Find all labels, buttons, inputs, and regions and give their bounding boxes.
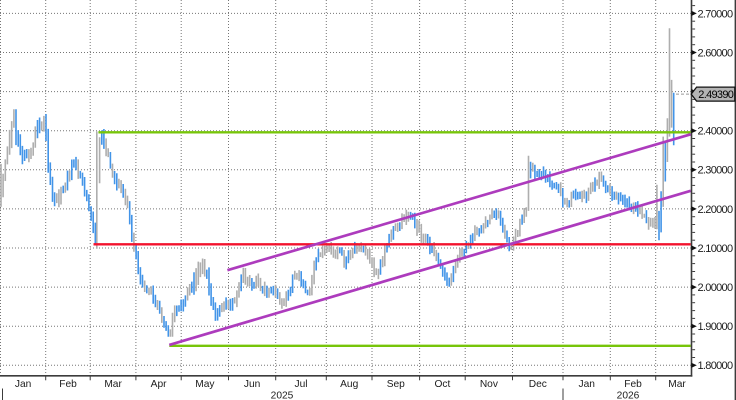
svg-text:Jan: Jan <box>15 379 31 390</box>
svg-text:2.40000: 2.40000 <box>698 126 733 138</box>
svg-text:Jul: Jul <box>294 379 307 390</box>
svg-text:2.49390: 2.49390 <box>698 89 733 101</box>
svg-text:Nov: Nov <box>480 379 499 390</box>
svg-text:2.30000: 2.30000 <box>698 165 733 177</box>
svg-text:Mar: Mar <box>104 379 122 390</box>
svg-text:1.90000: 1.90000 <box>698 321 733 333</box>
svg-text:Apr: Apr <box>151 379 167 390</box>
svg-text:Feb: Feb <box>59 379 77 390</box>
svg-text:Sep: Sep <box>387 379 405 390</box>
svg-text:Aug: Aug <box>340 379 358 390</box>
svg-text:Dec: Dec <box>529 379 547 390</box>
svg-text:Oct: Oct <box>434 379 450 390</box>
svg-text:Jan: Jan <box>578 379 594 390</box>
svg-text:2.70000: 2.70000 <box>698 8 733 20</box>
svg-text:2025: 2025 <box>271 391 294 400</box>
svg-text:2.10000: 2.10000 <box>698 243 733 255</box>
svg-text:2.60000: 2.60000 <box>698 47 733 59</box>
svg-text:Jun: Jun <box>244 379 260 390</box>
svg-text:2026: 2026 <box>617 391 640 400</box>
svg-text:Feb: Feb <box>624 379 642 390</box>
svg-text:2.20000: 2.20000 <box>698 204 733 216</box>
svg-text:1.80000: 1.80000 <box>698 360 733 372</box>
svg-text:Mar: Mar <box>668 379 686 390</box>
svg-text:2.00000: 2.00000 <box>698 282 733 294</box>
svg-text:May: May <box>195 379 215 390</box>
